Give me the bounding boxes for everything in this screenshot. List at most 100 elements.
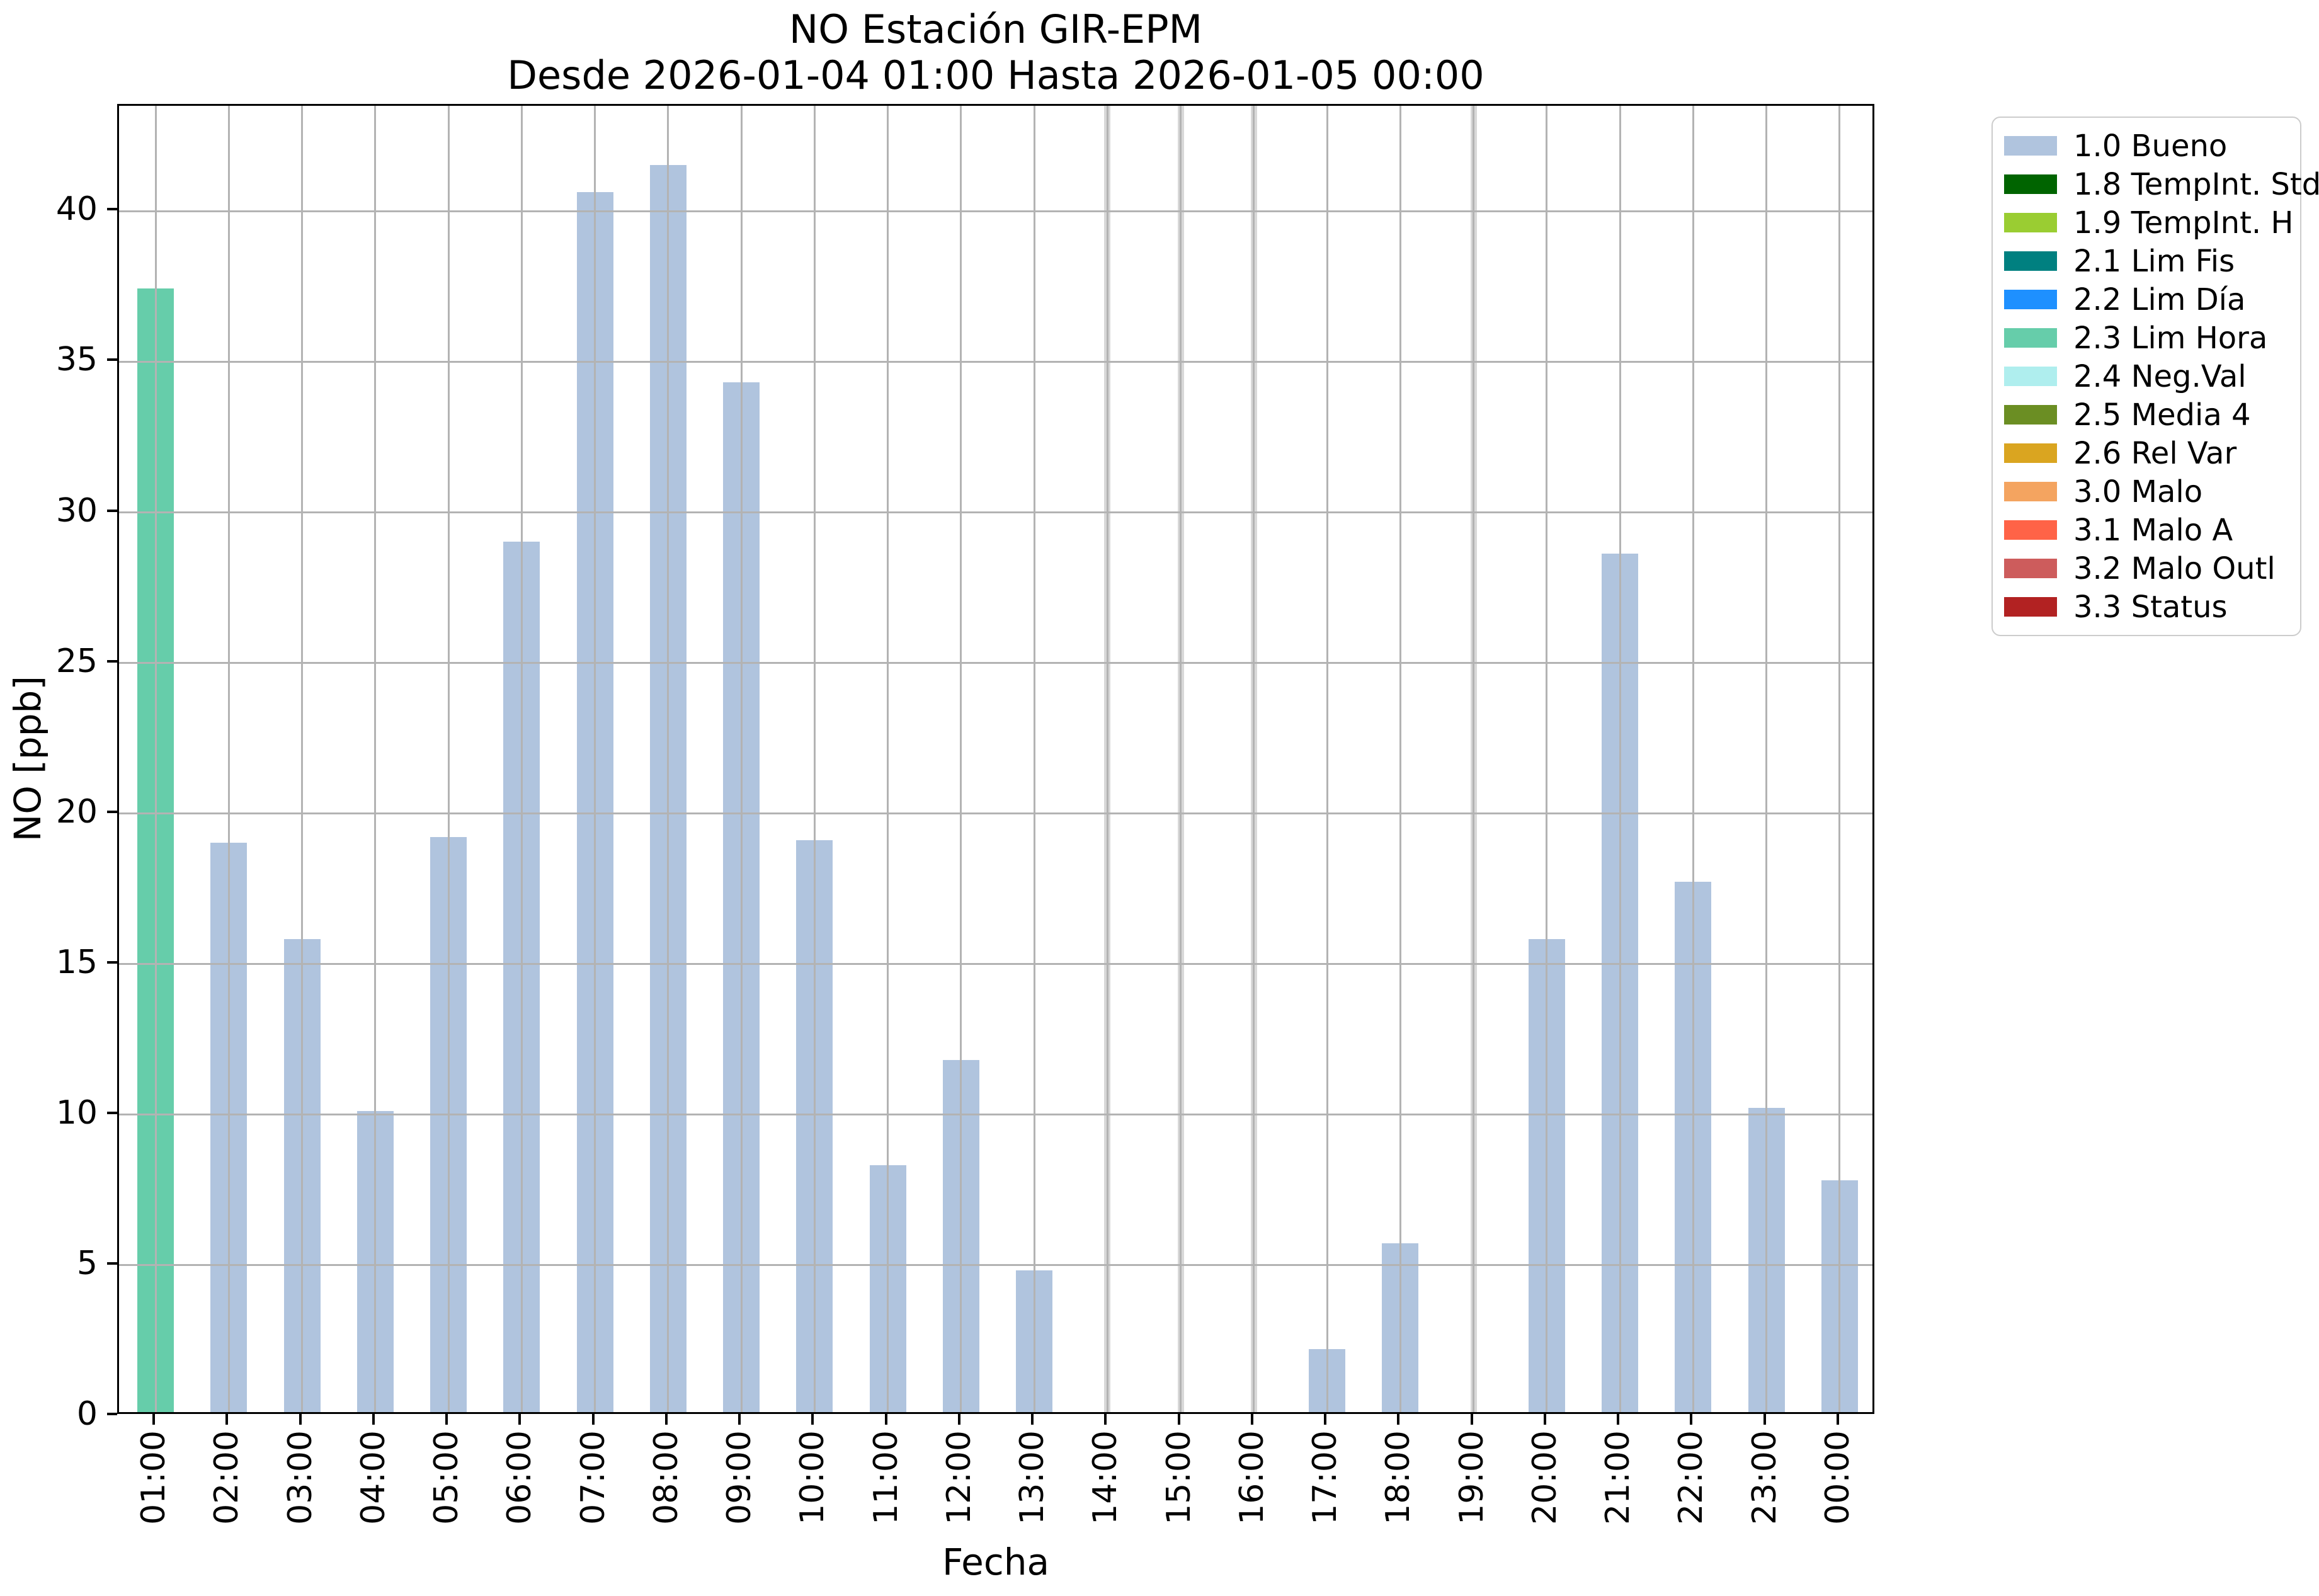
x-tick-label: 21:00 xyxy=(1599,1430,1638,1525)
x-axis-label: Fecha xyxy=(942,1541,1050,1583)
chart-title: NO Estación GIR-EPM Desde 2026-01-04 01:… xyxy=(117,6,1874,98)
gridline-vertical xyxy=(667,106,669,1412)
legend-item: 3.2 Malo Outl xyxy=(1993,549,2300,588)
gridline-horizontal xyxy=(119,511,1872,514)
legend-swatch xyxy=(2004,520,2057,540)
legend-item: 1.9 TempInt. H xyxy=(1993,203,2300,242)
x-tick-label: 10:00 xyxy=(794,1430,832,1525)
legend-label: 1.9 TempInt. H xyxy=(2073,205,2294,241)
x-tick-mark xyxy=(811,1414,814,1425)
legend-item: 2.3 Lim Hora xyxy=(1993,319,2300,357)
y-tick-mark xyxy=(107,1413,117,1415)
y-tick-label: 10 xyxy=(55,1093,98,1132)
x-tick-mark xyxy=(1763,1414,1766,1425)
gridline-horizontal xyxy=(119,360,1872,363)
legend-label: 2.5 Media 4 xyxy=(2073,397,2251,433)
legend-swatch xyxy=(2004,213,2057,232)
x-tick-label: 05:00 xyxy=(428,1430,466,1525)
legend-label: 1.8 TempInt. Std xyxy=(2073,166,2319,202)
y-tick-mark xyxy=(107,810,117,813)
x-tick-mark xyxy=(1690,1414,1693,1425)
chart-title-line1: NO Estación GIR-EPM xyxy=(789,6,1203,52)
y-tick-mark xyxy=(107,960,117,964)
x-tick-label: 06:00 xyxy=(501,1430,539,1525)
legend-label: 2.1 Lim Fis xyxy=(2073,243,2235,279)
legend-swatch xyxy=(2004,136,2057,156)
x-tick-mark xyxy=(518,1414,521,1425)
legend-item: 1.0 Bueno xyxy=(1993,127,2300,165)
gridline-vertical xyxy=(374,106,377,1412)
legend-swatch xyxy=(2004,443,2057,463)
y-tick-mark xyxy=(107,208,117,211)
gridline-horizontal xyxy=(119,1264,1872,1267)
gridline-vertical xyxy=(1033,106,1035,1412)
legend-item: 3.0 Malo xyxy=(1993,472,2300,511)
legend-label: 3.1 Malo A xyxy=(2073,512,2233,548)
gridline-horizontal xyxy=(119,812,1872,815)
x-tick-label: 00:00 xyxy=(1818,1430,1857,1525)
gridline-vertical xyxy=(1399,106,1401,1412)
x-tick-mark xyxy=(1397,1414,1400,1425)
chart-title-line2: Desde 2026-01-04 01:00 Hasta 2026-01-05 … xyxy=(507,52,1484,99)
y-tick-mark xyxy=(107,358,117,362)
x-tick-mark xyxy=(1250,1414,1253,1425)
x-tick-mark xyxy=(1470,1414,1473,1425)
legend-item: 1.8 TempInt. Std xyxy=(1993,165,2319,203)
legend-label: 2.3 Lim Hora xyxy=(2073,320,2268,356)
y-tick-mark xyxy=(107,1262,117,1265)
gridline-vertical xyxy=(1106,106,1108,1412)
x-tick-label: 22:00 xyxy=(1672,1430,1711,1525)
gridline-vertical xyxy=(1546,106,1548,1412)
plot-area xyxy=(117,104,1874,1414)
gridline-vertical xyxy=(594,106,596,1412)
gridline-vertical xyxy=(1253,106,1255,1412)
legend-swatch xyxy=(2004,251,2057,271)
y-tick-label: 30 xyxy=(55,491,98,530)
gridline-horizontal xyxy=(119,1114,1872,1116)
x-tick-mark xyxy=(738,1414,741,1425)
x-tick-mark xyxy=(1543,1414,1546,1425)
x-tick-mark xyxy=(1617,1414,1620,1425)
gridline-vertical xyxy=(960,106,962,1412)
x-tick-label: 15:00 xyxy=(1160,1430,1198,1525)
legend-item: 2.1 Lim Fis xyxy=(1993,242,2300,280)
x-tick-label: 17:00 xyxy=(1306,1430,1345,1525)
x-tick-mark xyxy=(1104,1414,1107,1425)
x-tick-mark xyxy=(225,1414,229,1425)
gridline-vertical xyxy=(154,106,157,1412)
gridline-vertical xyxy=(447,106,450,1412)
legend-item: 3.1 Malo A xyxy=(1993,511,2300,549)
y-axis-label-wrap: NO [ppb] xyxy=(4,104,52,1414)
y-tick-label: 5 xyxy=(76,1244,98,1282)
x-tick-label: 19:00 xyxy=(1452,1430,1491,1525)
y-tick-label: 25 xyxy=(55,642,98,680)
gridline-vertical xyxy=(520,106,523,1412)
x-tick-label: 09:00 xyxy=(721,1430,759,1525)
x-tick-label: 13:00 xyxy=(1013,1430,1052,1525)
legend-item: 2.6 Rel Var xyxy=(1993,434,2300,472)
legend-swatch xyxy=(2004,328,2057,348)
legend-item: 3.3 Status xyxy=(1993,588,2300,626)
y-tick-label: 40 xyxy=(55,190,98,229)
gridline-vertical xyxy=(1180,106,1182,1412)
legend-swatch xyxy=(2004,597,2057,617)
x-tick-mark xyxy=(152,1414,156,1425)
gridline-vertical xyxy=(1692,106,1694,1412)
x-tick-label: 14:00 xyxy=(1086,1430,1125,1525)
y-tick-label: 20 xyxy=(55,792,98,831)
legend-label: 2.4 Neg.Val xyxy=(2073,358,2247,394)
x-tick-label: 23:00 xyxy=(1745,1430,1784,1525)
gridline-vertical xyxy=(1473,106,1475,1412)
x-tick-mark xyxy=(884,1414,887,1425)
legend-label: 2.6 Rel Var xyxy=(2073,435,2237,471)
gridline-vertical xyxy=(740,106,743,1412)
y-tick-mark xyxy=(107,509,117,512)
gridline-vertical xyxy=(1619,106,1621,1412)
legend-label: 3.3 Status xyxy=(2073,589,2228,625)
legend-label: 3.2 Malo Outl xyxy=(2073,550,2276,586)
x-tick-mark xyxy=(299,1414,302,1425)
legend-swatch xyxy=(2004,559,2057,578)
gridline-vertical xyxy=(813,106,816,1412)
x-tick-label: 20:00 xyxy=(1525,1430,1564,1525)
y-tick-mark xyxy=(107,1111,117,1114)
